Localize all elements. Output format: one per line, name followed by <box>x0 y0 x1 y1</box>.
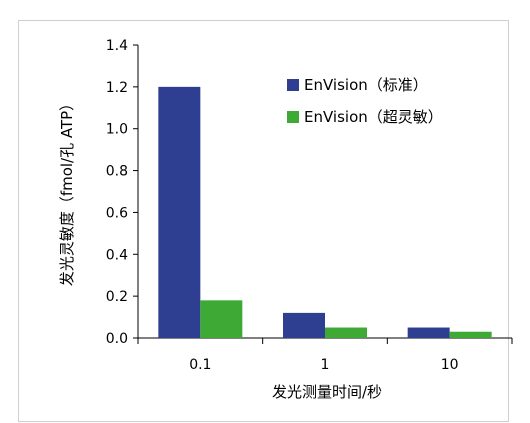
y-tick-label: 0.4 <box>106 247 128 263</box>
bar-standard-10 <box>407 327 450 338</box>
y-axis-title: 发光灵敏度（fmol/孔 ATP） <box>58 96 76 286</box>
bar-ultrasensitive-0.1 <box>200 300 243 338</box>
x-tick-label: 1 <box>321 357 330 373</box>
x-tick-label: 0.1 <box>189 357 211 373</box>
bar-ultrasensitive-10 <box>449 331 492 338</box>
bar-standard-1 <box>283 312 325 338</box>
x-tick-label: 10 <box>441 357 459 373</box>
y-tick-label: 0.6 <box>106 205 128 221</box>
x-axis-title: 发光测量时间/秒 <box>272 383 382 401</box>
y-tick-labels: 0.0 0.2 0.4 0.6 0.8 1.0 1.2 1.4 <box>106 38 128 347</box>
x-tick-labels: 0.1 1 10 <box>189 357 458 373</box>
y-tick-label: 1.0 <box>106 122 128 138</box>
legend-swatch <box>287 111 299 123</box>
bar-standard-0.1 <box>158 86 201 338</box>
y-tick-label: 0.2 <box>106 289 128 305</box>
y-tick-label: 1.2 <box>106 80 128 96</box>
y-tick-label: 1.4 <box>106 38 128 54</box>
bar-ultrasensitive-1 <box>325 327 367 338</box>
chart-border <box>18 20 509 422</box>
legend: EnVision（标准） EnVision（超灵敏） <box>287 76 443 126</box>
y-tick-label: 0.0 <box>106 331 128 347</box>
y-tick-label: 0.8 <box>106 164 128 180</box>
legend-label: EnVision（超灵敏） <box>304 108 443 126</box>
bars <box>158 86 492 338</box>
legend-swatch <box>287 79 299 91</box>
legend-label: EnVision（标准） <box>304 76 428 94</box>
